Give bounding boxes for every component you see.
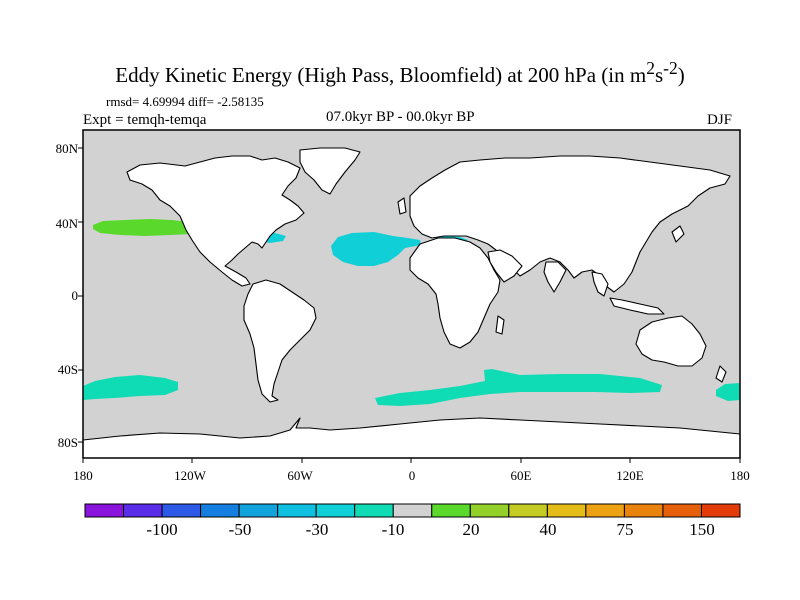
antarctica [82,417,741,459]
patch-south-pacific [83,375,178,400]
colorbar-label: -10 [381,520,405,539]
colorbar-label: 150 [689,520,715,539]
patch-north-atlantic [331,232,421,266]
stats-text: rmsd= 4.69994 diff= -2.58135 [106,94,264,109]
arabia [487,249,523,283]
lon-label-60w: 60W [287,468,313,483]
uk [397,197,407,215]
australia [635,315,707,367]
plot-title: Eddy Kinetic Energy (High Pass, Bloomfie… [115,58,685,87]
experiment-label: Expt = temqh-temqa [83,112,207,128]
colorbar-label: -50 [228,520,252,539]
colorbar-box [315,503,356,518]
madagascar [495,315,505,335]
colorbar-box [700,503,741,518]
colorbar-box [392,503,433,518]
colorbar-box [508,503,548,518]
period-label: 07.0kyr BP - 00.0kyr BP [326,109,475,125]
patch-southern-ocean [375,369,662,406]
colorbar [84,503,741,518]
colorbar-box [161,503,202,518]
lon-label-0: 0 [408,468,416,483]
colorbar-label: -30 [305,520,329,539]
india [543,261,567,293]
colorbar-box [431,503,471,518]
lon-label-180e: 180 [730,468,750,483]
south-america [243,279,317,403]
colorbar-box [84,503,125,518]
coastlines [82,147,741,459]
colorbar-box [200,503,240,518]
indonesia [609,297,665,315]
colorbar-box [546,503,587,518]
patch-tasman [716,383,740,401]
colorbar-box [585,503,625,518]
colorbar-box [469,503,510,518]
colorbar-box [662,503,702,518]
colorbar-label: 40 [539,520,557,539]
colorbar-box [354,503,394,518]
colorbar-box [277,503,317,518]
lat-ticks [78,147,83,443]
patch-north-pacific [93,219,195,236]
colorbar-label: 75 [616,520,634,539]
lon-label-120e: 120E [616,468,644,483]
colorbar-label: -100 [146,520,178,539]
lat-label-40s: 40S [57,362,78,377]
lat-label-80s: 80S [57,435,78,450]
new-zealand [715,365,727,383]
lat-label-0: 0 [71,288,79,303]
colorbar-box [238,503,279,518]
season-label: DJF [707,112,733,128]
lon-ticks [82,458,741,463]
colorbar-box [123,503,163,518]
colorbar-box [623,503,664,518]
colorbar-label: 20 [462,520,480,539]
lon-label-180w: 180 [73,468,93,483]
lon-label-60e: 60E [510,468,532,483]
north-america [126,155,305,287]
japan [671,225,685,243]
lat-label-40n: 40N [55,216,78,231]
africa [409,237,501,349]
eurasia [409,155,731,293]
lon-label-120w: 120W [174,468,206,483]
southeast-asia [591,271,609,297]
greenland [299,147,361,195]
lat-label-80n: 80N [55,141,78,156]
